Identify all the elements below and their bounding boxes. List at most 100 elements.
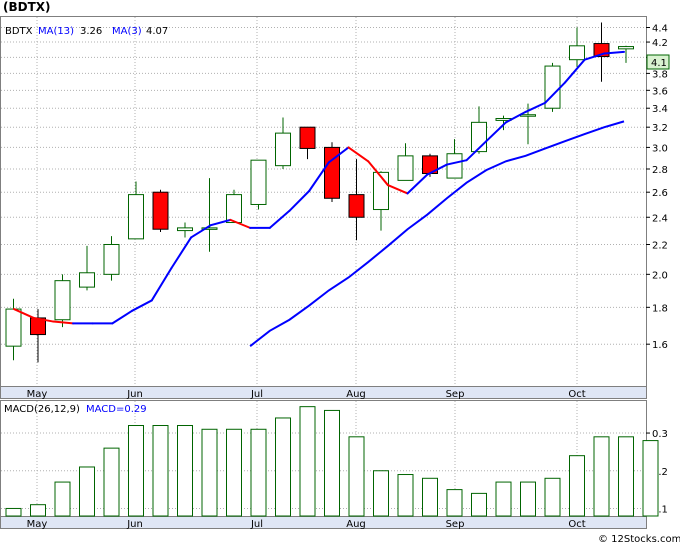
candle-up	[177, 227, 193, 232]
price-tick-label: 4.2	[652, 38, 668, 49]
macd-bar	[152, 425, 169, 517]
ma3-segment	[52, 320, 75, 325]
price-month-label: Jun	[126, 389, 143, 400]
price-tick-label: 2.8	[652, 165, 668, 176]
macd-bar	[422, 477, 438, 517]
ma3-segment	[347, 146, 370, 163]
macd-bar	[5, 507, 22, 517]
ma3-segment	[170, 236, 193, 270]
price-tick-label: 1.8	[652, 303, 668, 314]
ma3-segment	[603, 50, 625, 55]
macd-bar	[128, 425, 144, 517]
candle-up	[618, 46, 634, 50]
ma3-segment	[524, 101, 547, 113]
macd-bar	[79, 466, 95, 517]
macd-bar	[54, 481, 71, 517]
moving-averages	[13, 50, 625, 347]
ma3-segment	[544, 81, 566, 104]
legend-ma13-label: MA(13)	[38, 26, 74, 37]
ma3-segment	[288, 189, 311, 212]
macd-month-label: Aug	[346, 519, 366, 530]
ma3-segment	[32, 316, 55, 323]
candle-up	[103, 243, 120, 275]
candle-up	[5, 308, 22, 347]
price-grid	[1, 17, 646, 386]
ma3-segment	[13, 308, 35, 319]
candle-down	[348, 194, 365, 218]
candle-up	[226, 194, 242, 224]
price-tick-label: 2.2	[652, 240, 668, 251]
macd-bar	[250, 428, 267, 517]
macd-bar	[324, 409, 340, 517]
price-tick-label: 2.0	[652, 270, 668, 281]
price-y-axis: 1.61.82.02.22.42.62.83.03.23.43.63.84.04…	[646, 23, 668, 351]
macd-bar	[348, 436, 365, 517]
macd-bar	[201, 428, 218, 517]
candle-down	[152, 191, 169, 230]
ma3-segment	[190, 224, 212, 239]
legend-ma13-value: 3.26	[80, 26, 102, 37]
candle-up	[250, 159, 267, 205]
ma3-segment	[445, 159, 468, 166]
macd-value-label: MACD=0.29	[86, 404, 147, 415]
price-tick-label: 3.6	[652, 86, 668, 97]
ma3-segment	[131, 299, 153, 312]
macd-bar	[544, 477, 561, 517]
price-tick-label: 1.6	[652, 340, 668, 351]
ma3-segment	[465, 140, 488, 162]
macd-tick-label: 0.2	[652, 467, 668, 478]
price-tick-label: 3.4	[652, 104, 668, 115]
ma3-segment	[426, 163, 448, 176]
ma3-segment	[308, 161, 330, 192]
price-tick-label: 2.6	[652, 188, 668, 199]
ma3-segment	[209, 218, 232, 227]
macd-bar	[446, 489, 463, 517]
legend-ma3-label: MA(3)	[112, 26, 142, 37]
ma3-segment	[504, 110, 527, 124]
ma3-segment	[386, 184, 409, 195]
candle-up	[54, 280, 71, 321]
macd-month-label: Sep	[446, 519, 465, 530]
price-tick-label: 3.8	[652, 69, 668, 80]
ma13-line	[249, 120, 625, 347]
price-month-label: Aug	[346, 389, 366, 400]
price-tick-label: 4.4	[652, 23, 668, 34]
ma3-segment	[583, 52, 606, 61]
macd-bar	[226, 428, 242, 517]
macd-tick-label: 0.1	[652, 504, 668, 515]
candle-up	[520, 114, 536, 117]
ma3-segment	[150, 267, 173, 302]
last-price-badge	[646, 54, 670, 70]
macd-month-label: Jul	[250, 519, 263, 530]
macd-bar	[593, 436, 610, 517]
macd-date-axis	[0, 516, 647, 529]
ma3-segment	[111, 309, 134, 325]
price-month-label: May	[27, 389, 48, 400]
legend-ticker: BDTX	[5, 26, 33, 37]
candle-up	[201, 227, 218, 230]
macd-bar	[103, 447, 120, 517]
macd-bar	[275, 417, 291, 517]
ma3-segment	[485, 121, 507, 143]
macd-bar	[373, 470, 389, 517]
chart-title: (BDTX)	[3, 0, 51, 14]
candle-up	[569, 45, 585, 61]
macd-bar	[30, 504, 46, 517]
candles	[5, 22, 634, 363]
macd-bars	[5, 406, 659, 517]
macd-bar	[299, 406, 316, 517]
macd-bar	[177, 425, 193, 517]
ma3-segment	[563, 58, 586, 84]
macd-month-label: Jun	[126, 519, 143, 530]
price-tick-label: 3.2	[652, 123, 668, 134]
macd-bar	[520, 481, 536, 517]
macd-label: MACD(26,12,9)	[4, 404, 80, 415]
macd-bar	[642, 440, 659, 517]
macd-bar	[471, 492, 487, 517]
macd-x-axis: May Jun Jul Aug Sep Oct	[27, 519, 586, 530]
ma3-segment	[367, 160, 389, 187]
macd-bar	[397, 474, 414, 517]
legend-ma3-value: 4.07	[146, 26, 168, 37]
candle-up	[275, 132, 291, 167]
macd-bar	[618, 436, 634, 517]
